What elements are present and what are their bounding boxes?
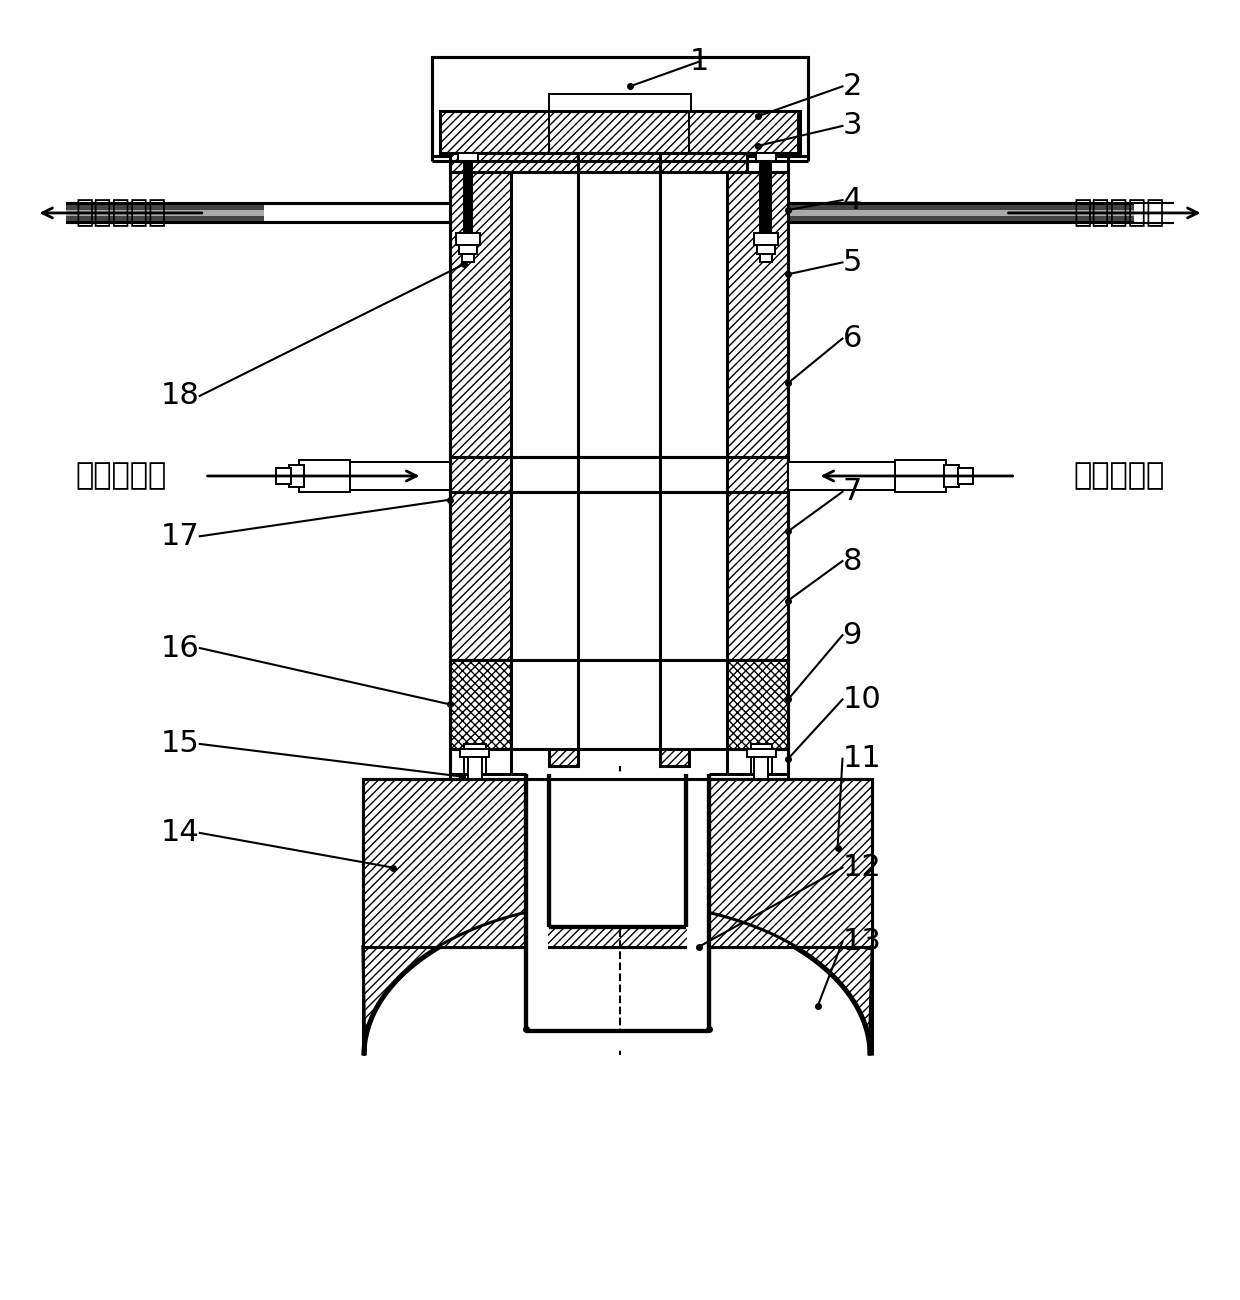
- Text: 12: 12: [842, 853, 882, 881]
- Bar: [945, 465, 960, 486]
- Bar: [727, 458, 789, 491]
- Bar: [66, 205, 264, 221]
- Text: 5: 5: [842, 248, 862, 277]
- Bar: [789, 211, 1135, 216]
- Text: 6: 6: [842, 324, 862, 354]
- Bar: [511, 173, 727, 491]
- Bar: [458, 152, 477, 160]
- Text: 8: 8: [842, 546, 862, 576]
- Text: 电解液出口: 电解液出口: [76, 199, 166, 228]
- Bar: [746, 749, 776, 757]
- Bar: [440, 111, 800, 152]
- Text: 4: 4: [842, 186, 862, 214]
- Bar: [467, 757, 481, 779]
- Bar: [299, 460, 350, 491]
- Bar: [459, 244, 476, 255]
- Bar: [959, 468, 973, 484]
- Bar: [758, 244, 775, 255]
- Bar: [727, 491, 789, 660]
- Bar: [511, 660, 727, 749]
- Bar: [687, 774, 708, 1031]
- Bar: [460, 749, 490, 757]
- Bar: [549, 95, 691, 110]
- Bar: [549, 152, 579, 766]
- Text: 电解液入口: 电解液入口: [1074, 462, 1164, 490]
- Bar: [464, 160, 471, 235]
- Bar: [750, 744, 773, 773]
- Bar: [275, 468, 290, 484]
- Bar: [764, 160, 773, 235]
- Polygon shape: [363, 903, 872, 1056]
- Text: 11: 11: [842, 745, 882, 774]
- Bar: [579, 152, 660, 766]
- Bar: [527, 1031, 708, 1050]
- Bar: [760, 255, 773, 263]
- Bar: [456, 233, 480, 244]
- Bar: [754, 233, 779, 244]
- Bar: [343, 462, 450, 490]
- Bar: [789, 205, 1135, 221]
- Bar: [754, 757, 769, 779]
- Text: 2: 2: [842, 72, 862, 101]
- Bar: [464, 160, 471, 235]
- Bar: [789, 462, 895, 490]
- Bar: [66, 203, 264, 222]
- Bar: [363, 780, 872, 945]
- Text: 13: 13: [842, 927, 882, 957]
- Bar: [450, 491, 511, 660]
- Bar: [756, 152, 776, 160]
- Bar: [727, 660, 789, 749]
- Bar: [450, 660, 511, 749]
- Bar: [549, 774, 686, 927]
- Text: 3: 3: [842, 112, 862, 140]
- Text: 14: 14: [161, 819, 200, 848]
- Text: 10: 10: [842, 685, 882, 714]
- Bar: [511, 458, 727, 491]
- Bar: [895, 460, 946, 491]
- Text: 18: 18: [161, 381, 200, 411]
- Bar: [432, 57, 808, 156]
- Bar: [450, 173, 511, 491]
- Bar: [511, 491, 727, 660]
- Text: 1: 1: [689, 47, 709, 77]
- Bar: [760, 160, 769, 235]
- Bar: [66, 211, 264, 216]
- Bar: [363, 779, 872, 946]
- Text: 电解液入口: 电解液入口: [76, 462, 166, 490]
- Text: 16: 16: [161, 633, 200, 663]
- Bar: [450, 152, 746, 173]
- Text: 7: 7: [842, 477, 862, 506]
- Bar: [363, 779, 872, 946]
- Bar: [461, 255, 474, 263]
- Bar: [727, 173, 789, 491]
- Bar: [450, 458, 511, 491]
- Text: 17: 17: [161, 521, 200, 551]
- Bar: [660, 152, 689, 766]
- Bar: [527, 774, 548, 1031]
- Bar: [464, 744, 486, 773]
- Bar: [289, 465, 304, 486]
- Bar: [789, 203, 1135, 222]
- Text: 15: 15: [161, 729, 200, 758]
- Text: 电解液出口: 电解液出口: [1074, 199, 1164, 228]
- Text: 9: 9: [842, 620, 862, 650]
